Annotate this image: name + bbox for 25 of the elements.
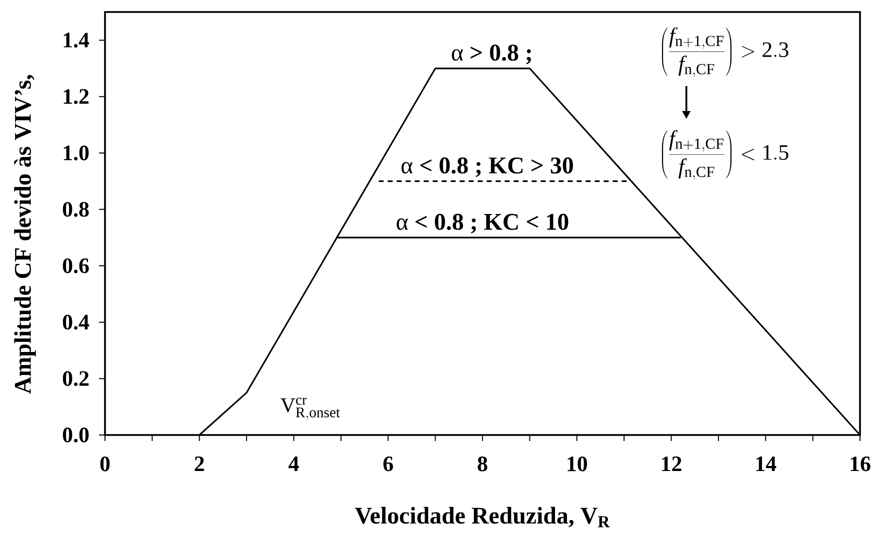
x-tick-label: 10 bbox=[568, 456, 588, 472]
annotation: $\left(\frac{f_{\mathrm{n+1,CF}}}{f_{\mathrm{n,CF}}}\right) > 2.3$ bbox=[662, 27, 788, 77]
x-tick-label: 6 bbox=[383, 456, 393, 472]
annotation: $\left(\frac{f_{\mathrm{n+1,CF}}}{f_{\mathrm{n,CF}}}\right) < 1.5$ bbox=[662, 130, 788, 180]
y-tick-label: 0.6 bbox=[62, 258, 89, 274]
x-tick-label: 14 bbox=[756, 456, 776, 471]
x-tick-label: 16 bbox=[850, 456, 870, 472]
annotation: α > 0.8 ; bbox=[452, 44, 531, 64]
annotation: $\mathrm{V}^{\mathrm{cr}}_{\mathrm{R,onset}}$ bbox=[280, 398, 340, 420]
y-tick-label: 0.4 bbox=[62, 314, 90, 330]
y-axis-title: Amplitude CF devido às VIV’s, bbox=[14, 75, 36, 394]
y-tick-label: 1.0 bbox=[64, 146, 89, 160]
x-tick-label: 8 bbox=[478, 456, 488, 472]
x-tick-label: 4 bbox=[288, 456, 299, 471]
y-tick-label: 0.8 bbox=[62, 202, 89, 217]
y-tick-label: 1.2 bbox=[64, 89, 89, 104]
annotation: α < 0.8 ; KC > 30 bbox=[401, 157, 573, 178]
x-tick-label: 2 bbox=[194, 456, 204, 472]
x-tick-label: 0 bbox=[100, 456, 110, 472]
y-tick-label: 0.2 bbox=[62, 371, 89, 386]
y-tick-label: 0.0 bbox=[62, 428, 89, 442]
x-tick-label: 12 bbox=[662, 456, 682, 472]
annotation: α < 0.8 ; KC < 10 bbox=[396, 214, 568, 234]
x-axis-title: Velocidade Reduzida, V$_{R}$ bbox=[355, 506, 610, 528]
y-tick-label: 1.4 bbox=[64, 32, 90, 48]
